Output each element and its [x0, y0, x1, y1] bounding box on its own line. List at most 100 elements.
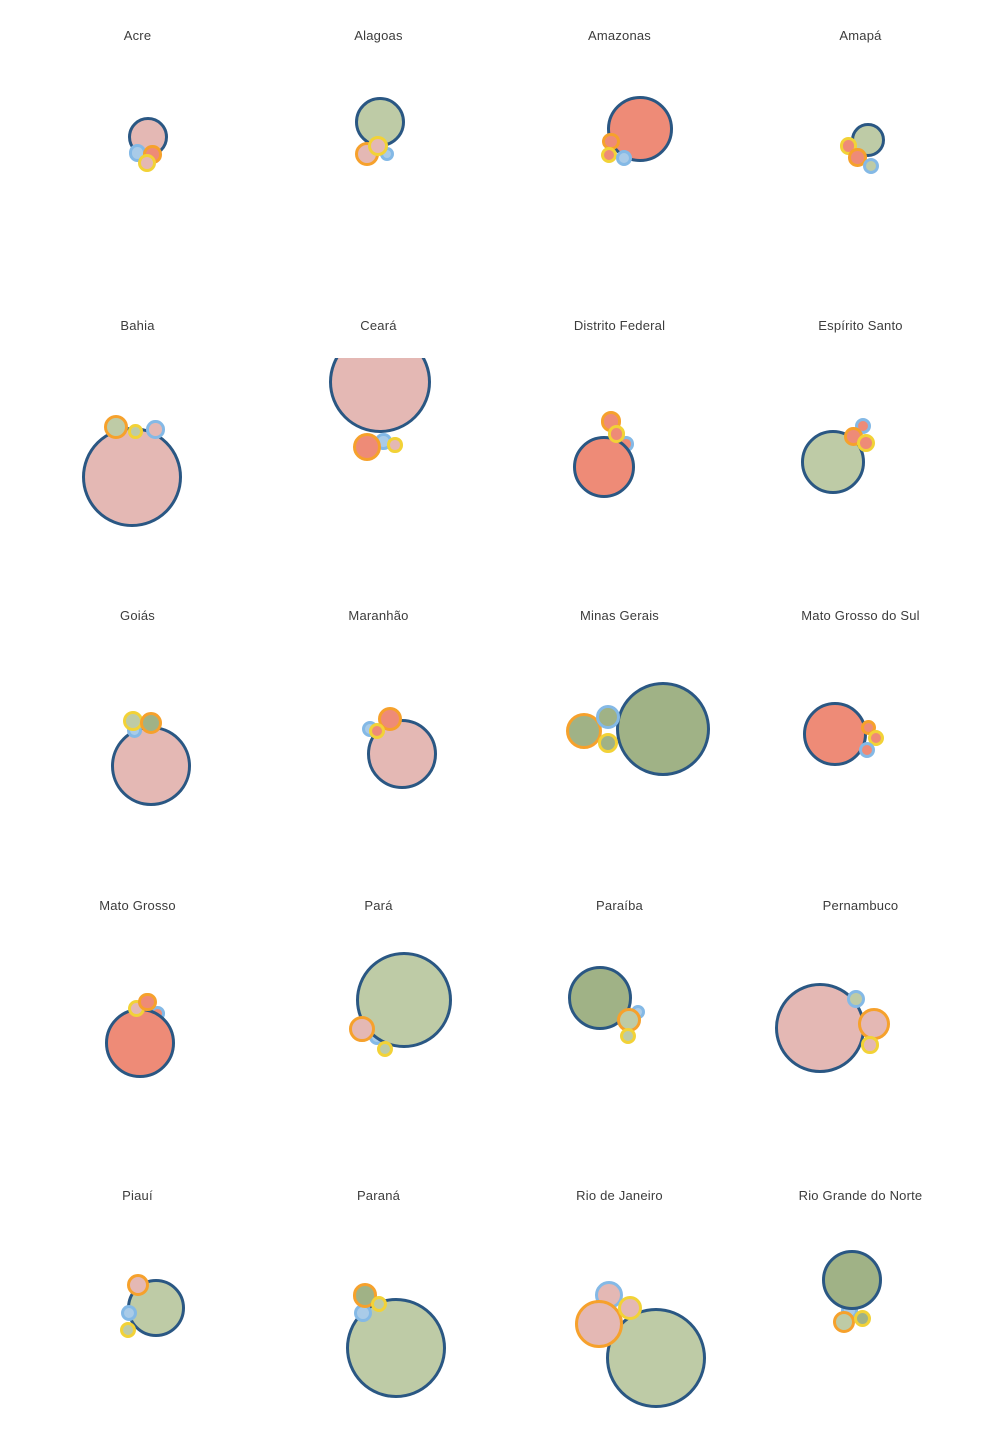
bubble-mark-orange[interactable]: [848, 148, 867, 167]
state-panel-rio-de-janeiro: Rio de Janeiro: [499, 1160, 740, 1440]
state-title: Acre: [123, 28, 152, 43]
state-plot-area: [740, 68, 981, 290]
state-plot-area: [499, 648, 740, 870]
bubble-mark-navy[interactable]: [568, 966, 632, 1030]
bubble-mark-blue[interactable]: [121, 1305, 138, 1322]
bubble-mark-yellow[interactable]: [861, 1036, 879, 1054]
state-title: Rio Grande do Norte: [798, 1188, 923, 1203]
state-panel-amapá: Amapá: [740, 0, 981, 290]
state-plot-area: [17, 648, 258, 870]
bubble-mark-orange[interactable]: [833, 1311, 855, 1333]
state-panel-mato-grosso: Mato Grosso: [17, 870, 258, 1160]
state-panel-amazonas: Amazonas: [499, 0, 740, 290]
bubble-mark-yellow[interactable]: [128, 424, 143, 439]
bubble-mark-navy[interactable]: [329, 358, 431, 433]
state-panel-acre: Acre: [17, 0, 258, 290]
state-panel-piauí: Piauí: [17, 1160, 258, 1440]
bubble-mark-yellow[interactable]: [618, 1296, 642, 1320]
state-title: Maranhão: [348, 608, 409, 623]
bubble-mark-yellow[interactable]: [598, 733, 619, 753]
bubble-mark-orange[interactable]: [349, 1016, 376, 1042]
state-plot-area: [499, 938, 740, 1160]
bubble-mark-blue[interactable]: [862, 158, 879, 174]
state-plot-area: [499, 358, 740, 580]
state-plot-area: [740, 358, 981, 580]
bubble-mark-navy[interactable]: [111, 725, 191, 806]
bubble-mark-orange[interactable]: [575, 1299, 623, 1348]
bubble-mark-orange[interactable]: [352, 432, 381, 461]
state-title: Pernambuco: [822, 898, 899, 913]
bubble-mark-yellow[interactable]: [368, 722, 385, 739]
bubble-mark-blue[interactable]: [616, 150, 632, 167]
state-panel-bahia: Bahia: [17, 290, 258, 580]
state-plot-area: [740, 648, 981, 870]
state-title: Alagoas: [354, 28, 403, 43]
bubble-mark-blue[interactable]: [596, 705, 621, 730]
state-panel-goiás: Goiás: [17, 580, 258, 870]
bubble-mark-orange[interactable]: [126, 1273, 149, 1296]
bubble-mark-yellow[interactable]: [387, 437, 403, 453]
state-panel-ceará: Ceará: [258, 290, 499, 580]
bubble-mark-yellow[interactable]: [867, 729, 885, 747]
state-plot-area: [258, 68, 499, 290]
bubble-mark-navy[interactable]: [803, 702, 867, 766]
state-panel-alagoas: Alagoas: [258, 0, 499, 290]
state-panel-mato-grosso-do-sul: Mato Grosso do Sul: [740, 580, 981, 870]
state-panel-distrito-federal: Distrito Federal: [499, 290, 740, 580]
state-plot-area: [740, 1228, 981, 1440]
bubble-mark-yellow[interactable]: [377, 1040, 393, 1057]
state-plot-area: [17, 1228, 258, 1440]
bubble-mark-orange[interactable]: [103, 414, 128, 439]
state-plot-area: [258, 1228, 499, 1440]
bubble-mark-orange[interactable]: [858, 1007, 890, 1040]
bubble-mark-navy[interactable]: [105, 1008, 175, 1078]
state-title: Mato Grosso: [99, 898, 176, 913]
state-panel-pernambuco: Pernambuco: [740, 870, 981, 1160]
bubble-mark-yellow[interactable]: [371, 1296, 388, 1312]
state-title: Paraná: [356, 1188, 401, 1203]
bubble-mark-yellow[interactable]: [600, 146, 617, 163]
bubble-mark-yellow[interactable]: [368, 136, 388, 156]
state-title: Amapá: [839, 28, 882, 43]
state-title: Bahia: [120, 318, 155, 333]
state-title: Piauí: [122, 1188, 153, 1203]
state-title: Minas Gerais: [580, 608, 659, 623]
state-panel-paraná: Paraná: [258, 1160, 499, 1440]
bubble-mark-blue[interactable]: [146, 420, 165, 439]
bubble-mark-navy[interactable]: [616, 682, 711, 776]
state-plot-area: [499, 1228, 740, 1440]
bubble-mark-navy[interactable]: [81, 426, 182, 527]
state-plot-area: [258, 358, 499, 580]
bubble-mark-navy[interactable]: [821, 1249, 882, 1310]
bubble-mark-yellow[interactable]: [620, 1027, 637, 1044]
bubble-mark-orange[interactable]: [566, 712, 603, 749]
state-title: Espírito Santo: [818, 318, 903, 333]
bubble-mark-yellow[interactable]: [857, 433, 875, 452]
state-title: Paraíba: [596, 898, 643, 913]
state-title: Rio de Janeiro: [576, 1188, 663, 1203]
state-plot-area: [258, 938, 499, 1160]
state-panel-rio-grande-do-norte: Rio Grande do Norte: [740, 1160, 981, 1440]
bubble-mark-yellow[interactable]: [854, 1310, 872, 1328]
bubble-mark-blue[interactable]: [858, 741, 875, 758]
state-plot-area: [17, 358, 258, 580]
state-title: Pará: [364, 898, 393, 913]
bubble-mark-yellow[interactable]: [138, 154, 157, 173]
state-panel-espírito-santo: Espírito Santo: [740, 290, 981, 580]
bubble-mark-yellow[interactable]: [608, 425, 626, 443]
state-panel-maranhão: Maranhão: [258, 580, 499, 870]
state-plot-area: [17, 68, 258, 290]
state-title: Distrito Federal: [573, 318, 666, 333]
state-plot-area: [17, 938, 258, 1160]
state-panel-paraíba: Paraíba: [499, 870, 740, 1160]
state-plot-area: [740, 938, 981, 1160]
bubble-mark-orange[interactable]: [138, 992, 157, 1012]
bubble-mark-yellow[interactable]: [120, 1322, 137, 1339]
state-plot-area: [499, 68, 740, 290]
state-panel-pará: Pará: [258, 870, 499, 1160]
state-panel-minas-gerais: Minas Gerais: [499, 580, 740, 870]
bubble-mark-blue[interactable]: [846, 989, 866, 1009]
bubble-mark-navy[interactable]: [573, 435, 635, 498]
bubble-mark-orange[interactable]: [139, 712, 162, 734]
